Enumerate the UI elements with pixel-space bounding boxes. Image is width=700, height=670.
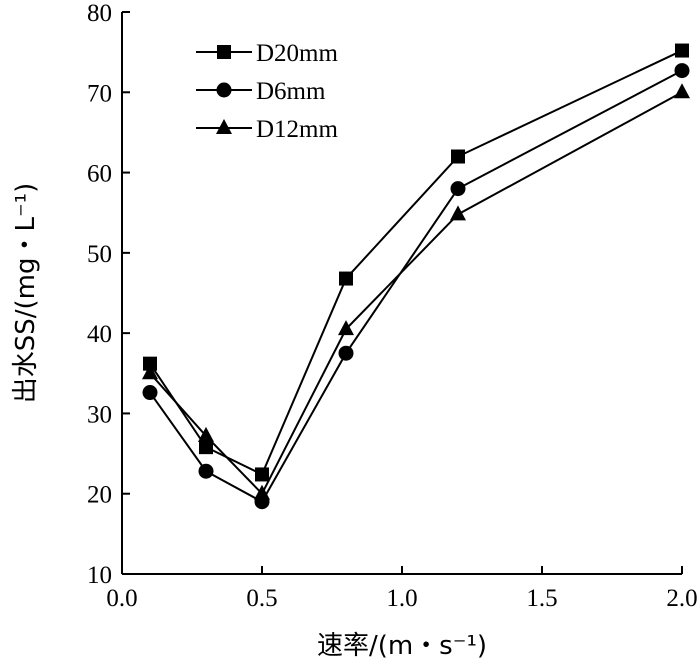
series-layer [142,43,690,510]
data-point [338,320,354,336]
series-line [149,49,683,476]
data-point [198,426,214,442]
legend-marker [216,82,232,98]
legend-marker [216,119,232,134]
legend-marker [217,45,231,59]
legend: D20mm D6mm D12mm [196,40,339,143]
legend-item: D6mm [196,78,326,105]
x-tick-label: 0.5 [246,585,277,612]
y-tick-label: 60 [87,161,112,188]
data-point [338,345,354,361]
y-tick-label: 70 [87,80,112,107]
series-D20mm [143,43,689,482]
legend-label: D6mm [256,78,326,105]
series-D6mm [142,63,690,510]
data-point [254,484,270,500]
legend-item: D12mm [196,116,339,143]
data-point [674,63,690,79]
data-point [674,83,690,99]
y-tick-label: 50 [87,241,112,268]
data-point [675,43,689,58]
data-point [451,149,465,164]
y-tick-label: 20 [87,482,112,509]
y-tick-label: 10 [87,562,112,589]
x-tick-label: 1.5 [526,585,557,612]
x-tick-label: 0.0 [106,585,137,612]
x-tick-label: 2.0 [666,585,697,612]
legend-label: D12mm [256,116,339,143]
y-tick-label: 30 [87,401,112,428]
data-point [198,463,214,479]
data-point [199,440,213,455]
series-line [149,69,683,504]
x-axis-title: 速率/(m・s⁻¹) [317,631,487,661]
data-point [142,364,158,380]
y-axis-title: 出水SS/(mg・L⁻¹) [11,183,41,404]
y-tick-label: 40 [87,321,112,348]
legend-label: D20mm [256,40,339,67]
ticks: 10 20 30 40 50 60 70 80 0.0 0.5 1.0 1.5 2.0 [87,0,698,612]
data-point [339,271,353,286]
data-point [143,356,157,371]
series-D12mm [142,83,690,500]
data-point [255,467,269,482]
axes [121,12,682,575]
data-point [450,205,466,221]
data-point [450,181,466,197]
x-tick-label: 1.0 [386,585,417,612]
y-tick-label: 80 [87,0,112,27]
data-point [142,385,158,401]
series-line [149,91,683,496]
legend-item: D20mm [196,40,339,67]
